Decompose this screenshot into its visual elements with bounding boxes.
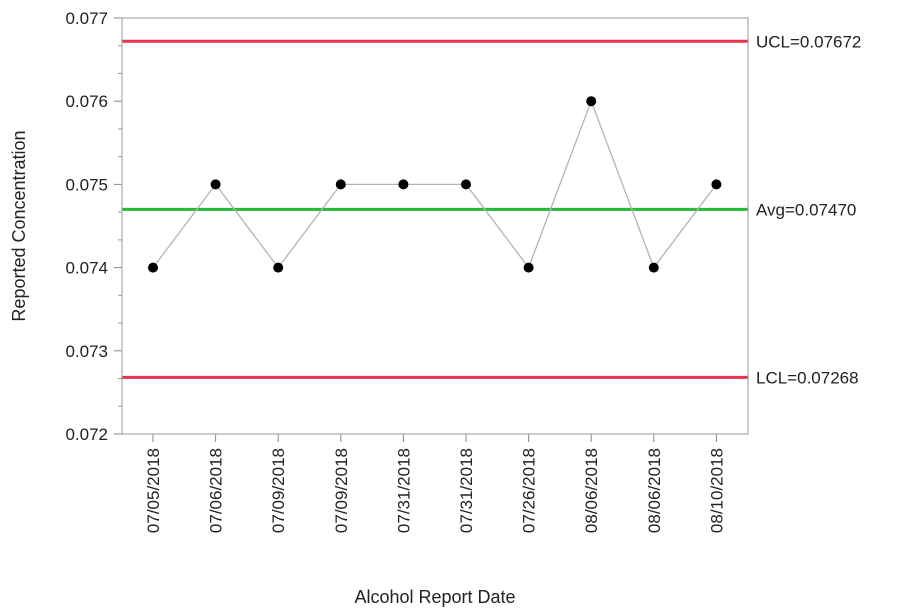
y-minor-ticks <box>118 45 122 407</box>
x-tick-label: 08/10/2018 <box>707 448 726 533</box>
data-point <box>461 179 471 190</box>
plot-frame <box>121 17 749 435</box>
y-tick-label: 0.075 <box>65 175 108 194</box>
y-tick-label: 0.073 <box>65 342 108 361</box>
y-tick-label: 0.072 <box>65 425 108 444</box>
data-point <box>335 179 346 190</box>
x-tick-label: 07/05/2018 <box>144 448 163 533</box>
x-tick-label: 08/06/2018 <box>645 448 664 533</box>
lcl-label: LCL=0.07268 <box>756 368 859 387</box>
y-axis-title: Reported Concentration <box>9 130 29 321</box>
y-tick-label: 0.076 <box>65 92 108 111</box>
data-point <box>586 96 597 107</box>
y-tick-label: 0.074 <box>65 259 108 278</box>
y-axis-ticks: 0.072 0.073 0.074 0.075 0.076 0.077 <box>65 9 122 444</box>
data-point <box>648 262 659 273</box>
x-axis-ticks: 07/05/2018 07/06/2018 07/09/2018 07/09/2018… <box>144 434 726 533</box>
data-point <box>711 179 722 190</box>
series-line <box>152 99 717 269</box>
y-tick-label: 0.077 <box>65 9 108 28</box>
avg-label: Avg=0.07470 <box>756 200 856 219</box>
x-axis-title: Alcohol Report Date <box>354 587 515 607</box>
x-tick-label: 07/31/2018 <box>394 448 413 533</box>
data-point <box>148 262 158 273</box>
ucl-label: UCL=0.07672 <box>756 32 861 51</box>
data-point <box>273 262 284 273</box>
data-point <box>210 179 221 190</box>
x-tick-label: 07/09/2018 <box>332 448 351 533</box>
x-tick-label: 07/26/2018 <box>520 448 539 533</box>
x-tick-label: 07/09/2018 <box>269 448 288 533</box>
data-point <box>523 262 534 273</box>
control-limit-lines: UCL=0.07672 Avg=0.07470 LCL=0.07268 <box>122 32 861 387</box>
x-tick-label: 07/31/2018 <box>457 448 476 533</box>
x-tick-label: 08/06/2018 <box>582 448 601 533</box>
data-points <box>148 96 722 273</box>
data-point <box>398 179 409 190</box>
x-tick-label: 07/06/2018 <box>207 448 226 533</box>
